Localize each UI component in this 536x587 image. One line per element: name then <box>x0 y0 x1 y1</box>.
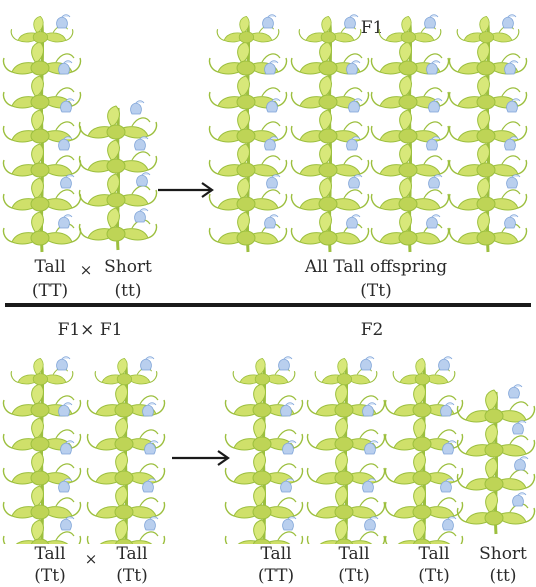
f1-offspring-genotype: (Tt) <box>360 281 392 301</box>
f2-offspring-2-label: Tall <box>338 544 370 564</box>
f1-parent-right-icon <box>86 300 166 544</box>
bottom-heading-f1xf1: F1× F1 <box>57 320 123 340</box>
f2-offspring-4-genotype: (tt) <box>489 566 517 586</box>
f1-plant-1-icon <box>208 14 288 258</box>
f1-offspring-label: All Tall offspring <box>304 257 448 277</box>
f1-parent-left-icon <box>2 300 82 544</box>
f1-plant-3-icon <box>370 14 450 258</box>
f1-plant-2-icon <box>290 14 370 258</box>
f2-plant-TT-icon <box>224 300 304 544</box>
parent-right-genotype: (tt) <box>114 281 142 301</box>
f2-offspring-2-genotype: (Tt) <box>338 566 370 586</box>
f2-offspring-4-label: Short <box>479 544 527 564</box>
f1-parent-left-label: Tall <box>34 544 66 564</box>
plant-short-tt-icon <box>78 82 158 258</box>
plant-tall-TT-icon <box>2 14 82 258</box>
f1-parent-right-label: Tall <box>116 544 148 564</box>
f1-plant-4-icon <box>448 14 528 258</box>
section-divider <box>5 303 531 307</box>
bottom-heading-f2: F2 <box>360 320 384 340</box>
parent-left-label: Tall <box>34 257 66 277</box>
f2-offspring-1-genotype: (TT) <box>257 566 295 586</box>
top-heading-f1: F1 <box>360 18 384 38</box>
parent-left-genotype: (TT) <box>31 281 69 301</box>
f2-cross-arrow-icon <box>172 450 230 466</box>
f2-offspring-3-label: Tall <box>418 544 450 564</box>
f1-parent-left-genotype: (Tt) <box>34 566 66 586</box>
top-cross-symbol: × <box>79 261 93 279</box>
f2-offspring-1-label: Tall <box>260 544 292 564</box>
cross-arrow-icon <box>158 182 214 198</box>
f1-parent-right-genotype: (Tt) <box>116 566 148 586</box>
f2-plant-Tt-2-icon <box>384 300 464 544</box>
parent-right-label: Short <box>104 257 152 277</box>
bottom-cross-symbol: × <box>84 550 98 568</box>
f2-plant-Tt-1-icon <box>306 300 386 544</box>
f2-plant-tt-icon <box>456 366 536 542</box>
f2-offspring-3-genotype: (Tt) <box>418 566 450 586</box>
